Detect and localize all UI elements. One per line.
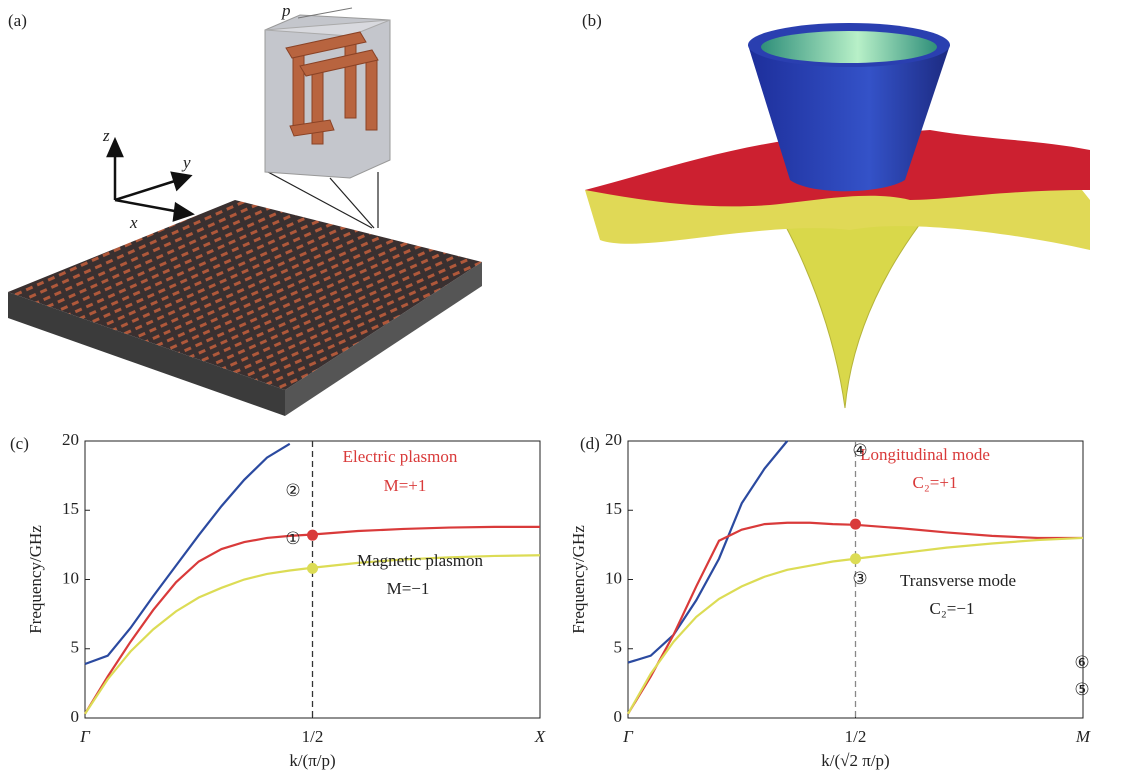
marker [307,563,318,574]
curve [628,441,787,663]
panel-label: (b) [582,11,602,30]
y-tick-label: 15 [605,499,622,518]
annotation: ⑥ [1074,653,1089,672]
x-axis-label: k/(π/p) [289,751,335,770]
y-tick-label: 0 [71,707,80,726]
annotation: ④ [852,441,867,460]
y-tick-label: 5 [71,638,80,657]
axis-label: z [102,126,110,145]
y-tick-label: 10 [605,568,622,587]
x-tick-label: Γ [79,727,91,746]
marker [850,519,861,530]
x-tick-label: 1/2 [845,727,867,746]
y-tick-label: 10 [62,568,79,587]
y-axis-label: Frequency/GHz [26,525,45,634]
annotation: Electric plasmon [343,447,458,466]
annotation: C₂=+1 [913,473,958,492]
x-tick-label: M [1075,727,1091,746]
annotation: ② [285,481,300,500]
figure: (a) p z y x (b) (c) 0 5 10 15 20 Γ 1/2 Xk/(π/p) F… [0,0,1126,781]
annotation: ① [285,529,300,548]
annotation: C₂=−1 [930,599,975,618]
annotation: M=+1 [384,476,427,495]
annotation: ③ [852,569,867,588]
y-tick-label: 0 [614,707,623,726]
annotation: M=−1 [387,579,430,598]
marker [850,553,861,564]
panel-label: (c) [10,434,29,453]
y-axis-label: Frequency/GHz [569,525,588,634]
curve [85,444,290,664]
axis-label: y [181,153,191,172]
x-axis-label: k/(√2 π/p) [821,751,889,770]
marker [307,530,318,541]
x-tick-label: X [534,727,546,746]
period-label: p [281,1,291,20]
panel-label: (a) [8,11,27,30]
x-tick-label: 1/2 [302,727,324,746]
annotation: Magnetic plasmon [357,551,484,570]
y-tick-label: 15 [62,499,79,518]
y-tick-label: 20 [605,430,622,449]
annotation: Transverse mode [900,571,1016,590]
annotation: Longitudinal mode [860,445,990,464]
y-tick-label: 5 [614,638,623,657]
axis-label: x [129,213,138,232]
slab-illustration [8,8,482,416]
surface-illustration [585,23,1090,408]
annotation: ⑤ [1074,680,1089,699]
y-tick-label: 20 [62,430,79,449]
panel-label: (d) [580,434,600,453]
x-tick-label: Γ [622,727,634,746]
